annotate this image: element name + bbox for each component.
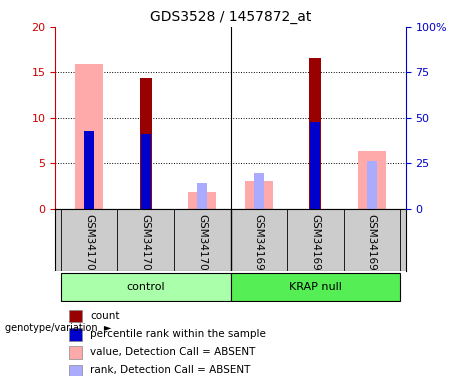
Text: rank, Detection Call = ABSENT: rank, Detection Call = ABSENT	[90, 366, 251, 376]
Text: value, Detection Call = ABSENT: value, Detection Call = ABSENT	[90, 347, 256, 357]
Text: percentile rank within the sample: percentile rank within the sample	[90, 329, 266, 339]
Text: GSM341702: GSM341702	[197, 214, 207, 277]
Bar	[245, 181, 273, 209]
Bar	[69, 310, 82, 323]
Text: GSM341698: GSM341698	[310, 214, 320, 277]
Text: GSM341699: GSM341699	[367, 214, 377, 277]
Text: genotype/variation  ►: genotype/variation ►	[5, 323, 111, 333]
Bar	[141, 134, 151, 209]
Text: GSM341701: GSM341701	[141, 214, 151, 277]
Bar	[309, 58, 321, 209]
Bar	[188, 192, 216, 209]
Bar	[310, 122, 320, 209]
Bar	[230, 273, 400, 301]
Text: GSM341700: GSM341700	[84, 214, 94, 277]
Text: KRAP null: KRAP null	[289, 282, 342, 292]
Bar	[61, 273, 230, 301]
Bar	[75, 64, 103, 209]
Bar	[254, 173, 264, 209]
Bar	[69, 364, 82, 377]
Bar	[69, 346, 82, 359]
Bar	[197, 183, 207, 209]
Bar	[358, 151, 386, 209]
Title: GDS3528 / 1457872_at: GDS3528 / 1457872_at	[150, 10, 311, 25]
Text: count: count	[90, 311, 120, 321]
Bar	[140, 78, 152, 209]
Text: control: control	[126, 282, 165, 292]
Text: GSM341697: GSM341697	[254, 214, 264, 277]
Bar	[84, 131, 95, 209]
Bar	[69, 328, 82, 341]
Bar	[366, 161, 377, 209]
